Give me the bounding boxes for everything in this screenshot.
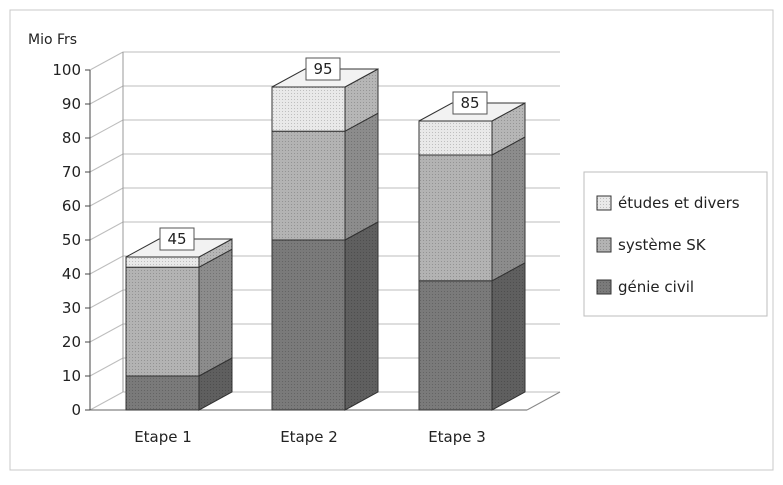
- bar-segment-texture: [126, 376, 199, 410]
- bar-segment-side-texture: [345, 113, 378, 240]
- legend-swatch-texture: [597, 280, 611, 294]
- y-tick-label: 60: [62, 197, 81, 215]
- bar-segment-texture: [126, 257, 199, 268]
- gridline-side: [89, 357, 124, 377]
- gridline-side: [89, 187, 124, 207]
- bar-segment-side-texture: [492, 262, 525, 410]
- bar-segment-texture: [419, 280, 492, 410]
- legend: études et divers système SK génie civil: [583, 171, 768, 317]
- gridline-side: [89, 391, 124, 411]
- bar-segment-side-texture: [492, 103, 525, 155]
- bar-segment-texture: [419, 155, 492, 281]
- y-tick-label: 30: [62, 299, 81, 317]
- bar-segment-texture: [272, 240, 345, 410]
- bar-segment-texture: [419, 121, 492, 155]
- total-label-box: [159, 227, 195, 251]
- total-label: 85: [460, 94, 479, 112]
- gridline-side: [89, 289, 124, 309]
- gridline-side: [89, 221, 124, 241]
- legend-swatch-texture: [597, 196, 611, 210]
- y-tick-label: 10: [62, 367, 81, 385]
- bar-segment-texture: [126, 267, 199, 376]
- bar-segment-side-texture: [199, 249, 232, 376]
- bar-segment-side-texture: [345, 69, 378, 132]
- gridline-side: [89, 255, 124, 275]
- y-axis: 0 10 20 30 40 50 60 70 80 90 100 Mio Frs: [28, 32, 91, 419]
- bar-segment-texture: [272, 87, 345, 132]
- y-unit-label: Mio Frs: [28, 32, 77, 48]
- y-tick-label: 20: [62, 333, 81, 351]
- bar-segment-side-texture: [345, 222, 378, 410]
- legend-swatch-texture: [597, 238, 611, 252]
- total-label: 45: [167, 230, 186, 248]
- floor-edge-side: [526, 391, 561, 411]
- bar-segment-side-texture: [199, 239, 232, 268]
- bar-segment-side-texture: [199, 358, 232, 410]
- legend-box: [583, 171, 768, 317]
- legend-label: génie civil: [618, 278, 694, 296]
- y-tick-label: 80: [62, 129, 81, 147]
- legend-label: études et divers: [618, 194, 740, 212]
- bar-segment-side-texture: [492, 137, 525, 281]
- y-tick-label: 0: [71, 401, 81, 419]
- y-tick-label: 70: [62, 163, 81, 181]
- bars: [125, 68, 526, 411]
- gridline-side: [89, 119, 124, 139]
- gridline-side: [89, 51, 124, 71]
- y-tick-label: 100: [52, 61, 81, 79]
- x-tick-label: Etape 1: [134, 428, 192, 446]
- x-tick-label: Etape 2: [280, 428, 338, 446]
- y-tick-label: 40: [62, 265, 81, 283]
- bar-segment-texture: [272, 131, 345, 240]
- gridline-side: [89, 323, 124, 343]
- x-tick-label: Etape 3: [428, 428, 486, 446]
- y-tick-label: 90: [62, 95, 81, 113]
- gridline-side: [89, 153, 124, 173]
- y-tick-label: 50: [62, 231, 81, 249]
- total-label: 95: [313, 60, 332, 78]
- gridline-side: [89, 85, 124, 105]
- total-label-box: [452, 91, 488, 115]
- legend-label: système SK: [618, 236, 707, 254]
- total-label-box: [305, 57, 341, 81]
- labels: 45 Etape 1 95 Etape 2 85 Etape 3: [134, 57, 488, 446]
